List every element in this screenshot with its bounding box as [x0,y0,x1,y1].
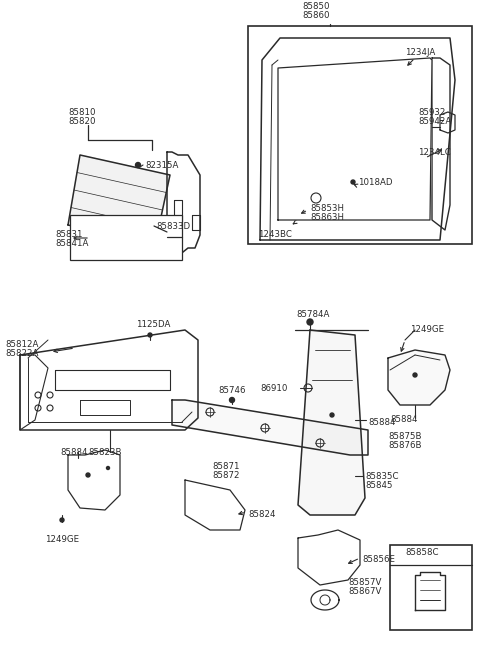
Text: 85820: 85820 [68,117,96,126]
Text: 82315A: 82315A [145,161,179,170]
Bar [70,215,182,260]
Polygon shape [298,330,365,515]
Circle shape [351,180,355,184]
Text: 85812A: 85812A [5,340,38,349]
Text: 85872: 85872 [212,471,240,480]
Text: 85833D: 85833D [156,222,190,231]
Text: 1243BC: 1243BC [258,230,292,239]
Text: 85942A: 85942A [418,117,451,126]
Bar [390,545,472,630]
Text: 85884: 85884 [390,415,418,424]
Polygon shape [68,155,170,245]
Text: 1234LC: 1234LC [418,148,451,157]
Text: 85810: 85810 [68,108,96,117]
Circle shape [86,473,90,477]
Circle shape [307,319,313,325]
Text: 85824: 85824 [248,510,276,519]
Circle shape [60,518,64,522]
Text: 85853H: 85853H [310,204,344,213]
Text: 85884: 85884 [60,448,87,457]
Text: 1249GE: 1249GE [45,535,79,544]
Text: 85841A: 85841A [55,239,88,248]
Circle shape [107,466,109,470]
Polygon shape [260,38,455,240]
Circle shape [229,398,235,403]
Text: 86910: 86910 [260,384,288,393]
Polygon shape [388,350,450,405]
Text: 85822A: 85822A [5,349,38,358]
Text: 85858C: 85858C [405,548,439,557]
Text: 85831: 85831 [55,230,83,239]
Polygon shape [172,400,368,455]
Text: 85746: 85746 [218,386,245,395]
Text: 85884: 85884 [368,418,396,427]
Text: 1125DA: 1125DA [136,320,170,329]
Text: 85784A: 85784A [296,310,329,319]
Text: 85857V: 85857V [348,578,382,587]
Text: 85850: 85850 [302,2,330,11]
Text: 85932: 85932 [418,108,445,117]
Circle shape [413,373,417,377]
Text: 85876B: 85876B [388,441,421,450]
Text: 85856E: 85856E [362,555,395,564]
Circle shape [135,162,141,168]
Text: 1018AD: 1018AD [358,178,393,187]
Bar [248,26,472,244]
Text: 85871: 85871 [212,462,240,471]
Text: 85823B: 85823B [88,448,121,457]
Text: 85835C: 85835C [365,472,398,481]
Text: 85860: 85860 [302,11,330,20]
Text: 1234JA: 1234JA [405,48,435,57]
Text: 85875B: 85875B [388,432,421,441]
Polygon shape [278,58,432,220]
Circle shape [330,413,334,417]
Text: 85867V: 85867V [348,587,382,596]
Text: 85845: 85845 [365,481,393,490]
Text: 1249GE: 1249GE [410,325,444,334]
Circle shape [148,333,152,337]
Text: 85863H: 85863H [310,213,344,222]
